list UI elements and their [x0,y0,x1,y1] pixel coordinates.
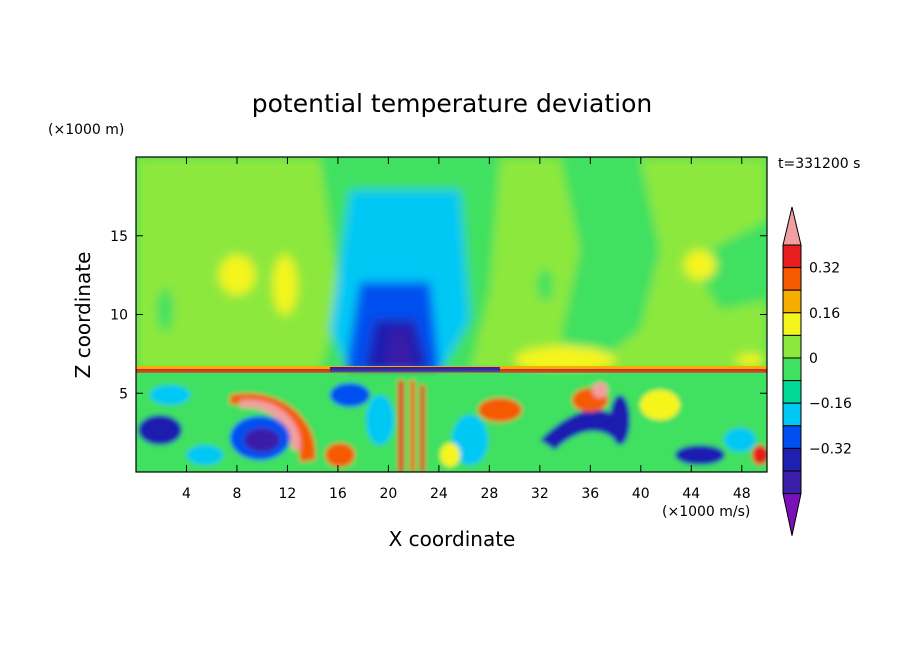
colorbar-tick-label: 0 [809,351,818,367]
colorbar-extend-max [782,206,802,246]
y-unit-label: (×1000 m) [48,122,124,138]
colorbar-box [782,244,802,269]
colorbar-box [782,380,802,404]
x-tick-label: 48 [733,486,751,502]
colorbar-tick-label: 0.16 [809,306,840,322]
colorbar-extend-min [782,493,802,536]
x-tick-label: 12 [279,486,297,502]
chart-title: potential temperature deviation [252,89,652,118]
y-tick-label: 10 [110,308,128,324]
x-axis-label: X coordinate [389,527,516,551]
x-axis-ticks: 4 8 12 16 20 24 28 32 36 40 44 48 [182,157,751,502]
colorbar-box [782,447,802,472]
colorbar-box [782,267,802,291]
colorbar-box [782,312,802,336]
colorbar-box [782,357,802,382]
colorbar-tick-label: −0.16 [809,396,852,412]
y-axis-ticks: 5 10 15 [110,229,767,402]
y-tick-label: 15 [110,229,128,245]
x-tick-label: 44 [682,486,700,502]
x-tick-label: 24 [430,486,448,502]
y-axis-label: Z coordinate [71,252,95,379]
colorbar-box [782,334,802,359]
colorbar: 0.32 0.16 0 −0.16 −0.32 [782,206,852,536]
x-unit-label: (×1000 m/s) [662,504,750,520]
x-tick-label: 8 [232,486,241,502]
colorbar-box [782,289,802,314]
colorbar-box [782,470,802,495]
x-tick-label: 20 [379,486,397,502]
x-tick-label: 36 [581,486,599,502]
colorbar-tick-label: 0.32 [809,261,840,277]
field [136,157,767,472]
x-tick-label: 28 [480,486,498,502]
colorbar-box [782,425,802,449]
x-tick-label: 16 [329,486,347,502]
time-label: t=331200 s [778,156,860,172]
colorbar-box [782,402,802,427]
colorbar-tick-label: −0.32 [809,441,852,457]
x-tick-label: 4 [182,486,191,502]
x-tick-label: 40 [632,486,650,502]
x-tick-label: 32 [531,486,549,502]
y-tick-label: 5 [119,386,128,402]
